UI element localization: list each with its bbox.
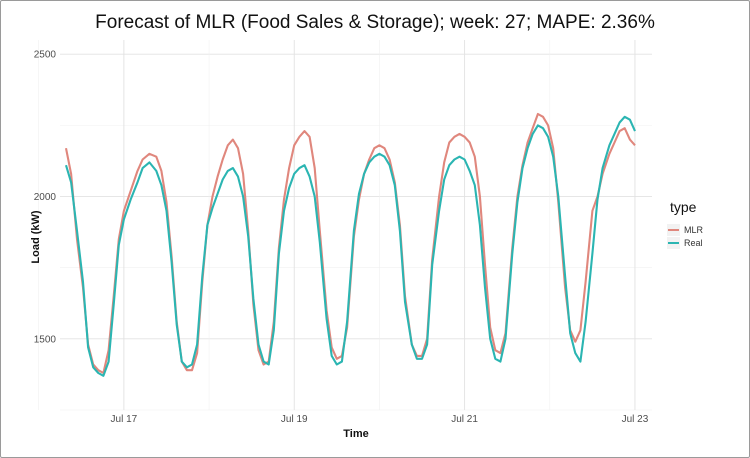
- y-tick-label: 1500: [34, 334, 57, 345]
- legend-label: Real: [684, 238, 703, 248]
- x-tick-labels: Jul 17 Jul 19 Jul 21 Jul 23: [111, 414, 649, 425]
- legend-label: MLR: [684, 225, 704, 235]
- y-tick-label: 2000: [34, 192, 57, 203]
- legend-title: type: [670, 199, 697, 215]
- x-tick-label: Jul 21: [451, 414, 478, 425]
- y-tick-labels: 1500 2000 2500: [34, 50, 57, 346]
- x-axis-title: Time: [343, 428, 368, 440]
- chart-title: Forecast of MLR (Food Sales & Storage); …: [95, 12, 655, 33]
- y-tick-label: 2500: [34, 50, 57, 61]
- legend: type MLR Real: [667, 199, 704, 249]
- x-tick-label: Jul 23: [622, 414, 649, 425]
- x-tick-label: Jul 19: [281, 414, 308, 425]
- series-lines: [64, 112, 636, 377]
- grid-lines: [38, 40, 652, 411]
- x-tick-label: Jul 17: [111, 414, 138, 425]
- series-line-real: [64, 115, 636, 377]
- y-axis-title: Load (kW): [30, 210, 42, 263]
